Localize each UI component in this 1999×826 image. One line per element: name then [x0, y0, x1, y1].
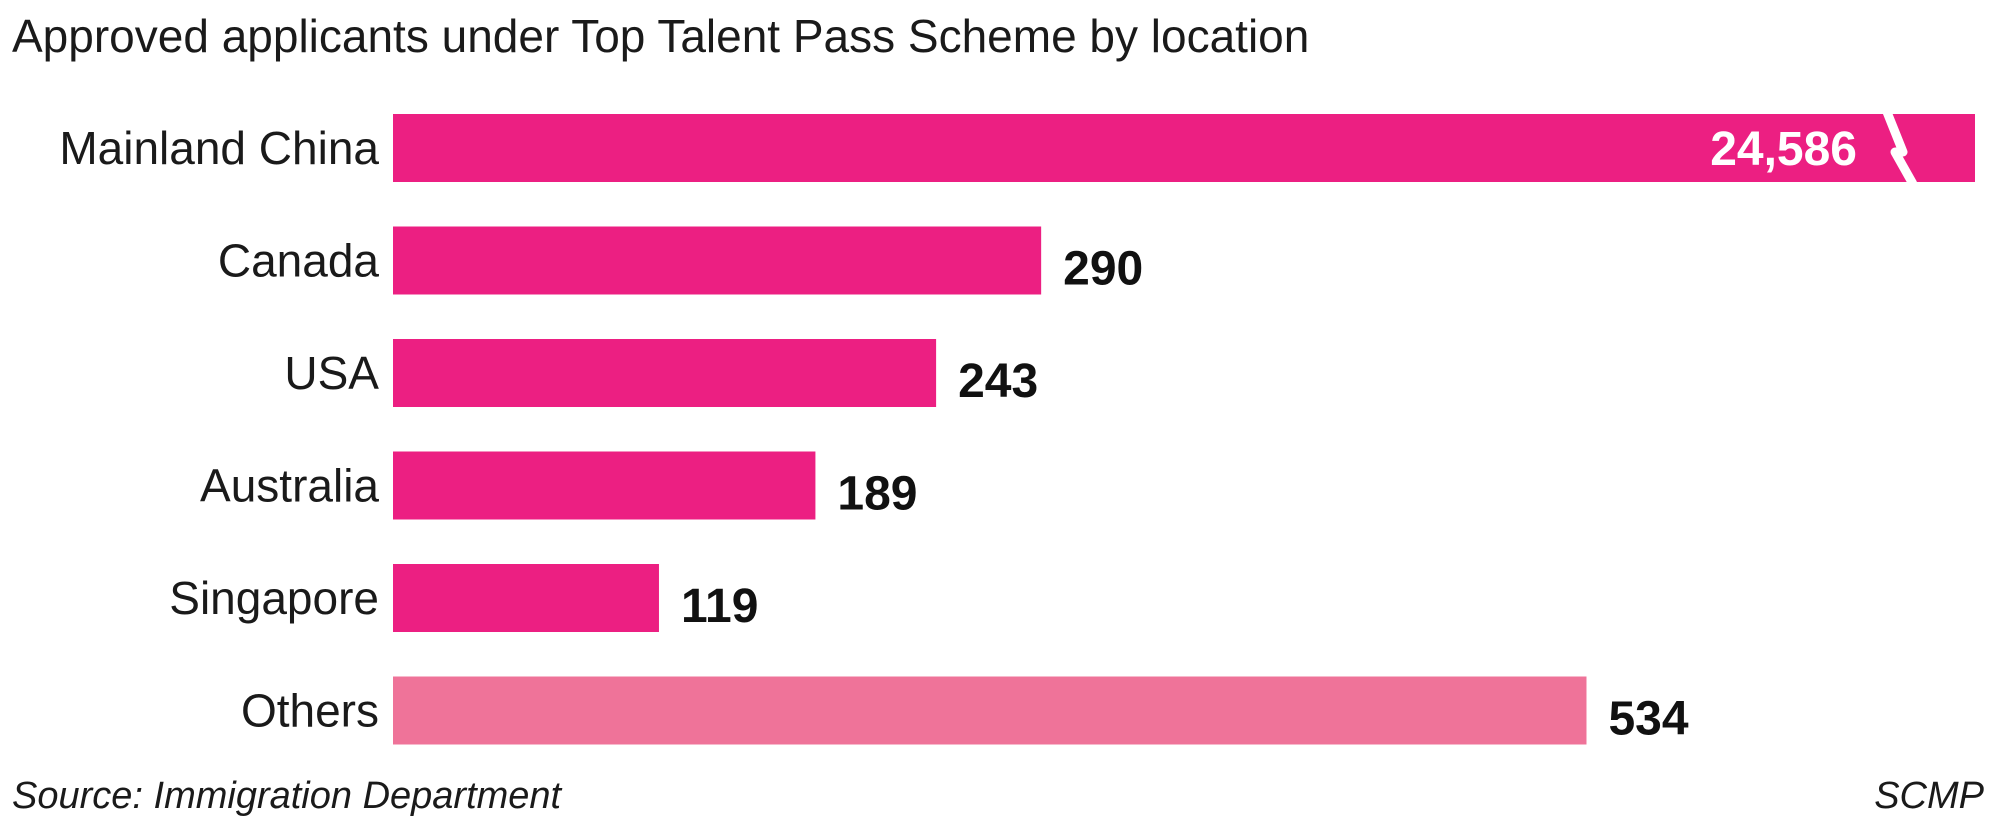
value-label-usa: 243 [958, 355, 1038, 408]
axis-break-mark [1882, 110, 1917, 187]
value-label-mainland-china: 24,586 [1710, 123, 1857, 176]
bar-australia [393, 451, 816, 520]
value-label-canada: 290 [1063, 243, 1143, 296]
credit-label: SCMP [1874, 775, 1984, 817]
value-label-singapore: 119 [681, 580, 758, 633]
chart-title: Approved applicants under Top Talent Pas… [12, 10, 1309, 62]
bar-mainland-china [393, 114, 1975, 182]
category-label-canada: Canada [218, 235, 380, 287]
category-label-australia: Australia [200, 460, 379, 512]
category-label-mainland-china: Mainland China [59, 122, 379, 174]
source-note: Source: Immigration Department [12, 775, 563, 817]
bar-usa [393, 339, 937, 407]
category-label-others: Others [241, 685, 379, 737]
bar-canada [393, 226, 1042, 295]
category-label-usa: USA [284, 347, 379, 399]
bar-others [393, 676, 1587, 745]
bars-group: Mainland China 24,586 Canada 290 USA 243 Austr… [59, 110, 1975, 746]
bar-singapore [393, 564, 659, 632]
value-label-others: 534 [1608, 693, 1688, 746]
category-label-singapore: Singapore [169, 572, 379, 624]
value-label-australia: 189 [837, 468, 917, 521]
